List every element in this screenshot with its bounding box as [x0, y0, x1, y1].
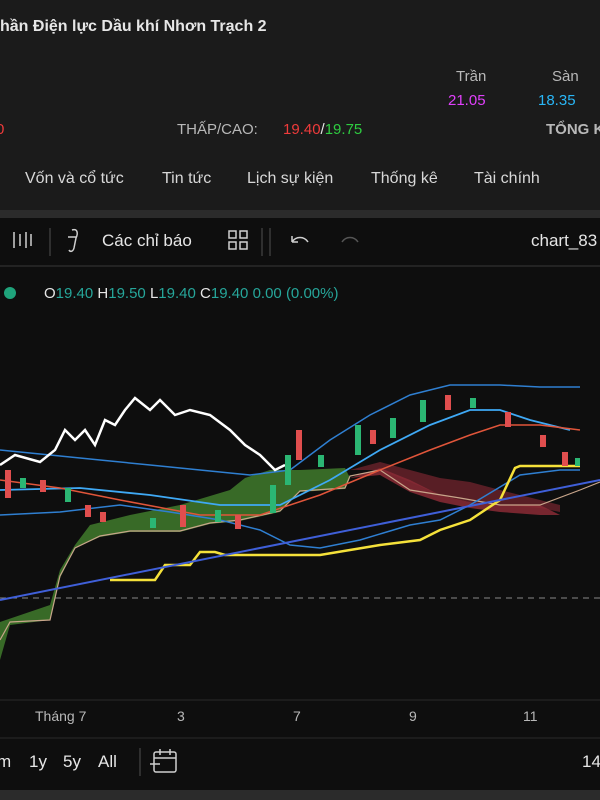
- high-value: 19.75: [324, 121, 363, 138]
- x-tick-label: 7: [293, 708, 301, 724]
- low-value: 19.40: [283, 121, 321, 138]
- ceiling-value: 21.05: [448, 92, 486, 109]
- cloud-bear: [350, 468, 560, 515]
- low-high-label: THẤP/CAO:: [177, 121, 258, 138]
- x-tick-label: 9: [409, 708, 417, 724]
- tab[interactable]: Vốn và cổ tức: [25, 170, 124, 187]
- range-button[interactable]: 1y: [29, 752, 47, 771]
- time-label: 14: [582, 752, 600, 771]
- ohlc-value: 19.40: [210, 285, 249, 302]
- floor-label: Sàn: [552, 68, 579, 85]
- band-lower: [0, 469, 580, 549]
- ohlc-legend: O19.40 H19.50 L19.40 C19.40 0.00 (0.00%): [44, 285, 338, 302]
- ceiling-label: Trần: [456, 68, 487, 85]
- tab[interactable]: Tin tức: [162, 170, 212, 187]
- toolbar-icons: [0, 228, 600, 267]
- band-mid: [0, 409, 571, 506]
- lag-span: [0, 396, 286, 472]
- ohlc-label: H: [97, 285, 109, 302]
- range-button[interactable]: m: [0, 752, 12, 771]
- x-tick-label: Tháng 7: [35, 708, 87, 724]
- candles: [5, 395, 580, 529]
- chart-svg: [0, 228, 600, 776]
- tab[interactable]: Thống kê: [371, 170, 438, 187]
- chart-name[interactable]: chart_83: [531, 231, 598, 250]
- ohlc-label: L: [149, 285, 159, 302]
- band-upper: [0, 384, 580, 476]
- range-button[interactable]: All: [98, 752, 117, 771]
- ohlc-change: 0.00 (0.00%): [252, 285, 339, 302]
- bottom-edge: [0, 790, 600, 800]
- floor-value: 18.35: [538, 92, 576, 109]
- ohlc-label: O: [44, 285, 56, 302]
- ohlc-value: 19.40: [55, 285, 94, 302]
- tab[interactable]: Tài chính: [474, 170, 540, 187]
- divider: [0, 210, 600, 218]
- trend-line: [0, 479, 600, 601]
- change-fragment: 0: [0, 121, 5, 138]
- low-high: 19.40/19.75: [283, 121, 362, 138]
- calendar-icon: [139, 748, 177, 776]
- ohlc-label: C: [200, 285, 211, 302]
- ohlc-value: 19.40: [158, 285, 196, 302]
- range-button[interactable]: 5y: [63, 752, 81, 771]
- x-tick-label: 11: [523, 708, 538, 724]
- plot: [0, 384, 600, 776]
- indicators-button[interactable]: Các chỉ báo: [102, 231, 192, 250]
- tab[interactable]: Lịch sự kiện: [247, 170, 334, 187]
- stock-title: hần Điện lực Dầu khí Nhơn Trạch 2: [0, 18, 267, 35]
- total-label: TỔNG K: [546, 121, 600, 138]
- ohlc-value: 19.50: [108, 285, 146, 302]
- x-tick-label: 3: [177, 708, 185, 724]
- legend-dot: [4, 287, 16, 299]
- separator: /: [320, 121, 325, 138]
